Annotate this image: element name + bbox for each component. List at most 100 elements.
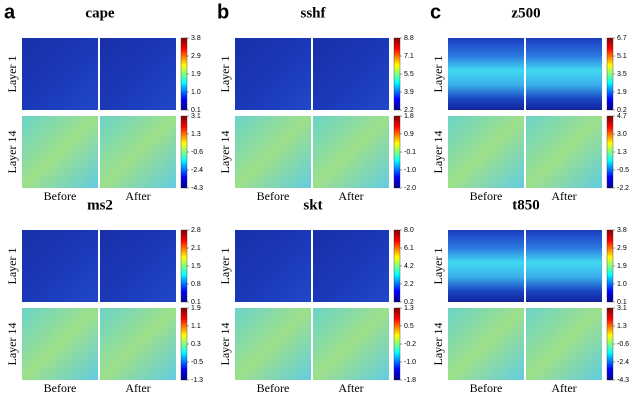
colorbar-tick-label: 1.5	[191, 263, 201, 270]
colorbar-tick-label: 8.8	[404, 35, 414, 42]
colorbar-tick-label: -1.3	[191, 377, 203, 384]
heatmap	[313, 116, 389, 188]
colorbar-tick-label: 0.5	[404, 323, 414, 330]
colorbar-tick-label: 2.9	[191, 53, 201, 60]
x-label: Before	[44, 381, 77, 394]
heatmap	[313, 230, 389, 302]
plot-title: sshf	[300, 5, 326, 21]
colorbar-tick-label: -1.8	[404, 377, 416, 384]
colorbar-tick-label: -1.0	[404, 167, 416, 174]
row-label: Layer 1	[431, 248, 445, 285]
heatmap	[448, 230, 524, 302]
colorbar	[606, 307, 614, 381]
heatmap	[448, 116, 524, 188]
heatmap	[313, 308, 389, 380]
plot-title: skt	[303, 197, 322, 213]
colorbar-tick-label: 1.9	[617, 89, 627, 96]
colorbar-tick-label: 1.0	[191, 89, 201, 96]
heatmap	[526, 308, 602, 380]
colorbar-tick-label: -2.4	[191, 167, 203, 174]
plot-title: t850	[512, 197, 540, 213]
colorbar-tick-label: 2.8	[191, 227, 201, 234]
colorbar-tick-label: 1.3	[404, 305, 414, 312]
colorbar-tick-label: 1.3	[617, 323, 627, 330]
x-label: Before	[257, 381, 290, 394]
panel-letter: c	[430, 1, 441, 23]
x-label: After	[551, 381, 576, 394]
heatmap	[526, 116, 602, 188]
colorbar-tick-label: 3.5	[617, 71, 627, 78]
colorbar	[393, 37, 401, 111]
heatmap	[100, 38, 176, 110]
colorbar-tick-label: -1.0	[404, 359, 416, 366]
colorbar-tick-label: 3.8	[617, 227, 627, 234]
colorbar-tick-label: 1.9	[617, 263, 627, 270]
panel-letter: a	[4, 1, 16, 23]
row-label: Layer 14	[218, 323, 232, 366]
colorbar-tick-label: 0.3	[191, 341, 201, 348]
heatmap	[448, 38, 524, 110]
row-label: Layer 14	[431, 131, 445, 174]
colorbar-tick-label: -0.2	[404, 341, 416, 348]
colorbar-tick-label: 0.1	[617, 299, 627, 306]
colorbar	[180, 307, 188, 381]
x-label: After	[338, 381, 363, 394]
plot-title: z500	[511, 5, 540, 21]
colorbar	[180, 115, 188, 189]
colorbar-tick-label: 0.2	[617, 107, 627, 114]
row-label: Layer 14	[5, 131, 19, 174]
heatmap	[100, 230, 176, 302]
heatmap	[22, 308, 98, 380]
colorbar-tick-label: 4.7	[617, 113, 627, 120]
colorbar-tick-label: 1.8	[404, 113, 414, 120]
heatmap	[100, 308, 176, 380]
colorbar	[606, 115, 614, 189]
plot-title: cape	[85, 5, 115, 21]
colorbar-tick-label: -2.4	[617, 359, 629, 366]
heatmap	[313, 38, 389, 110]
x-label: Before	[470, 189, 503, 203]
colorbar-tick-label: 0.1	[191, 107, 201, 114]
colorbar-tick-label: 1.0	[617, 281, 627, 288]
colorbar-tick-label: -0.6	[617, 341, 629, 348]
colorbar-tick-label: 1.9	[191, 71, 201, 78]
row-label: Layer 1	[218, 56, 232, 93]
row-label: Layer 1	[5, 248, 19, 285]
row-label: Layer 14	[218, 131, 232, 174]
colorbar-tick-label: 2.2	[404, 281, 414, 288]
colorbar-tick-label: 3.1	[191, 113, 201, 120]
colorbar-tick-label: -4.3	[617, 377, 629, 384]
colorbar-tick-label: 1.3	[617, 149, 627, 156]
heatmap	[235, 38, 311, 110]
colorbar-tick-label: -0.5	[617, 167, 629, 174]
x-label: After	[125, 189, 150, 203]
row-label: Layer 1	[218, 248, 232, 285]
heatmap	[100, 116, 176, 188]
colorbar	[180, 229, 188, 303]
x-label: Before	[44, 189, 77, 203]
colorbar-tick-label: -0.6	[191, 149, 203, 156]
colorbar-tick-label: 2.1	[191, 245, 201, 252]
colorbar-tick-label: 3.9	[404, 89, 414, 96]
colorbar-tick-label: 3.0	[617, 131, 627, 138]
colorbar-tick-label: -4.3	[191, 185, 203, 192]
colorbar-tick-label: 0.1	[191, 299, 201, 306]
row-label: Layer 1	[431, 56, 445, 93]
colorbar	[393, 229, 401, 303]
colorbar-tick-label: 0.9	[404, 131, 414, 138]
colorbar-tick-label: 3.8	[191, 35, 201, 42]
heatmap	[22, 38, 98, 110]
row-label: Layer 14	[5, 323, 19, 366]
x-label: After	[125, 381, 150, 394]
row-label: Layer 14	[431, 323, 445, 366]
colorbar-tick-label: -2.2	[617, 185, 629, 192]
colorbar-tick-label: 5.5	[404, 71, 414, 78]
colorbar	[393, 115, 401, 189]
colorbar-tick-label: 2.2	[404, 107, 414, 114]
colorbar-tick-label: 0.2	[404, 299, 414, 306]
heatmap	[22, 116, 98, 188]
heatmap	[235, 116, 311, 188]
colorbar	[606, 37, 614, 111]
colorbar-tick-label: 8.0	[404, 227, 414, 234]
